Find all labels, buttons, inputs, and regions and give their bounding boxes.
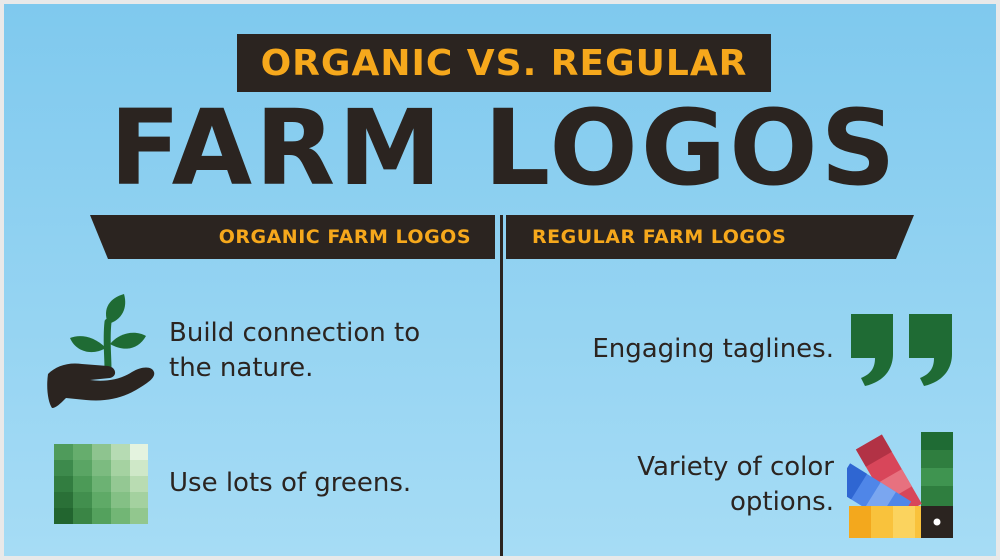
- right-column-banner: REGULAR FARM LOGOS: [506, 215, 914, 259]
- quote-marks-icon: [851, 314, 952, 386]
- feature-color-options-text: Variety of color options.: [637, 452, 834, 517]
- left-column-banner: ORGANIC FARM LOGOS: [90, 215, 495, 259]
- plant-in-hand-icon: [47, 294, 155, 408]
- color-swatch-fan-icon: [847, 432, 953, 538]
- feature-connection-text: Build connection to the nature.: [169, 318, 421, 383]
- green-palette-icon: [54, 444, 148, 524]
- feature-taglines-text: Engaging taglines.: [592, 334, 834, 364]
- subtitle: ORGANIC VS. REGULAR: [260, 42, 748, 84]
- right-column-heading: REGULAR FARM LOGOS: [532, 226, 787, 248]
- column-divider: [500, 215, 503, 556]
- page-title: FARM LOGOS: [109, 87, 899, 209]
- subtitle-bar: ORGANIC VS. REGULAR: [237, 34, 771, 92]
- left-column-heading: ORGANIC FARM LOGOS: [218, 226, 471, 248]
- feature-greens-text: Use lots of greens.: [169, 468, 412, 498]
